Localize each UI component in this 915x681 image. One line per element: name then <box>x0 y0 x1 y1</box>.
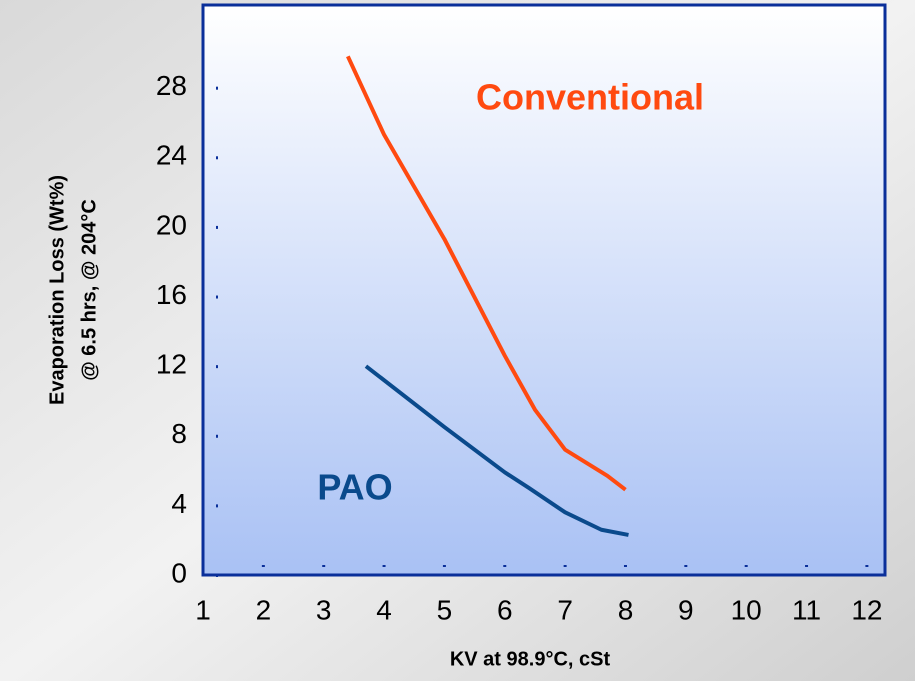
series-label: Conventional <box>476 77 704 118</box>
x-tick-label: 5 <box>437 594 453 625</box>
y-tick-label: 16 <box>156 279 187 310</box>
x-tick-label: 12 <box>851 594 882 625</box>
x-tick-label: 2 <box>256 594 272 625</box>
x-tick-label: 8 <box>618 594 634 625</box>
x-axis-label: KV at 98.9°C, cSt <box>450 648 611 670</box>
y-tick-label: 24 <box>156 140 187 171</box>
line <box>346 55 627 492</box>
y-tick-label: 4 <box>171 488 187 519</box>
x-tick-label: 9 <box>678 594 694 625</box>
x-tick-label: 4 <box>376 594 392 625</box>
y-tick-label: 28 <box>156 70 187 101</box>
y-axis-label: Evaporation Loss (Wt%) <box>46 175 68 405</box>
x-tick-label: 6 <box>497 594 513 625</box>
x-tick-label: 1 <box>195 594 211 625</box>
y-tick-label: 0 <box>171 557 187 588</box>
y-axis-label: @ 6.5 hrs, @ 204°C <box>78 199 100 381</box>
y-tick-label: 20 <box>156 209 187 240</box>
y-tick-label: 8 <box>171 418 187 449</box>
x-tick-label: 7 <box>557 594 573 625</box>
x-tick-label: 10 <box>731 594 762 625</box>
series-label: PAO <box>317 467 392 508</box>
x-tick-label: 3 <box>316 594 332 625</box>
line <box>364 364 629 537</box>
x-tick-label: 11 <box>792 594 821 625</box>
plot-area <box>201 3 887 577</box>
y-tick-label: 12 <box>156 349 187 380</box>
